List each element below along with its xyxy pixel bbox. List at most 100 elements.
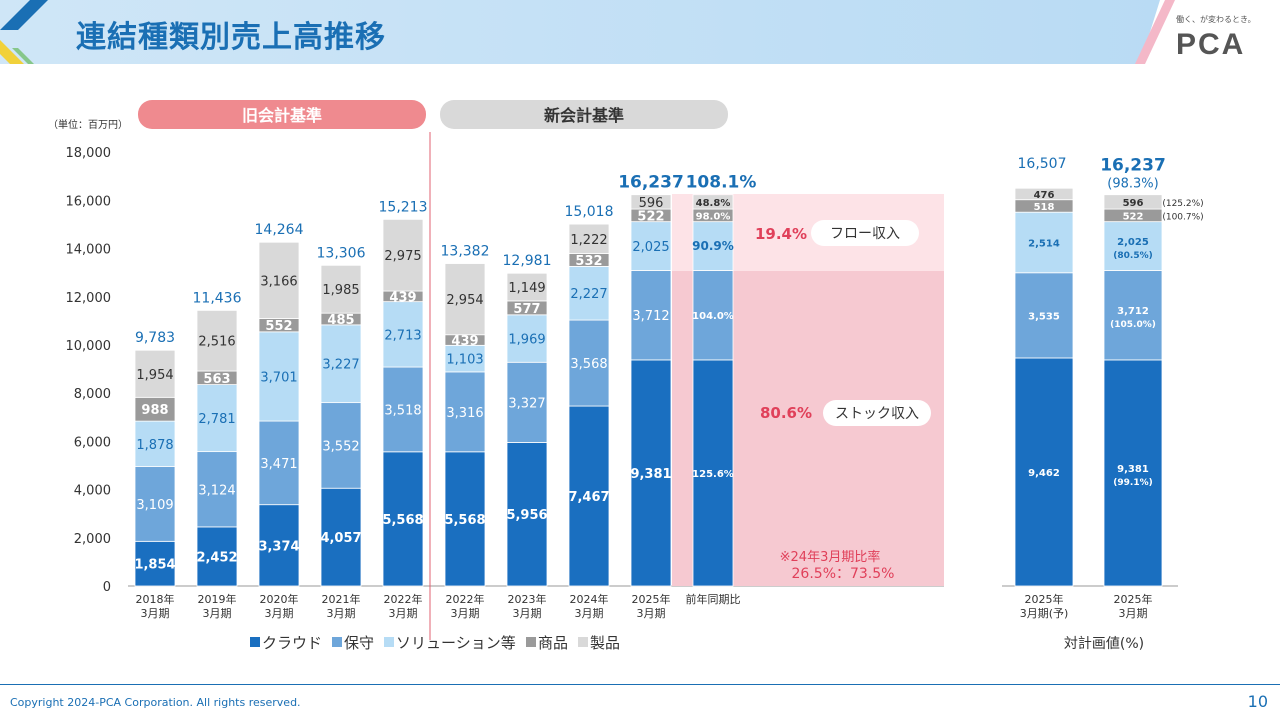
old-standard-label: 旧会計基準 xyxy=(242,106,322,125)
x-tick-label: 2022年 xyxy=(384,592,423,606)
bar-value-label: 1,103 xyxy=(446,353,483,368)
bar-value-label: 1,969 xyxy=(508,333,545,348)
x-tick-label: 3月期 xyxy=(327,607,356,620)
bar-value-label: 563 xyxy=(203,372,230,387)
bar-value-label: 3,109 xyxy=(136,498,173,513)
bar-value-label: 2,025 xyxy=(632,240,669,255)
bar-value-label: 552 xyxy=(265,319,292,334)
bar-value-label: 2,954 xyxy=(446,293,483,308)
brand-logo: PCA xyxy=(1176,28,1246,61)
footer-divider xyxy=(0,684,1280,685)
x-tick-label: 3月期 xyxy=(389,607,418,620)
revenue-chart: （単位：百万円） 0 2,000 4,000 6,000 8,000 10,000 12,00… xyxy=(48,100,1204,652)
bar-segment xyxy=(506,272,548,302)
y-tick-label: 18,000 xyxy=(66,146,112,161)
bar-value-label: 3,518 xyxy=(384,403,421,418)
plan-value-label: 3,535 xyxy=(1028,311,1060,322)
bar-segment xyxy=(382,451,424,587)
plan-pct-label: (105.0%) xyxy=(1110,320,1156,330)
bar-total-label: 11,436 xyxy=(193,290,242,306)
bar-segment xyxy=(320,324,362,404)
plan-total-pct: (98.3%) xyxy=(1107,177,1158,192)
bar-value-label: 5,568 xyxy=(444,513,485,528)
bar-segment xyxy=(134,420,176,467)
bar-value-label: 596 xyxy=(639,196,664,211)
y-tick-label: 6,000 xyxy=(74,435,111,450)
bar-value-label: 2,713 xyxy=(384,328,421,343)
plan-bar-segment xyxy=(1103,194,1163,210)
bar-total-label: 13,306 xyxy=(317,245,366,261)
plan-value-label: 2,514 xyxy=(1028,238,1060,249)
x-tick-label: 2019年 xyxy=(198,592,237,606)
bar-segment xyxy=(134,465,176,542)
legend-label: 保守 xyxy=(344,634,374,652)
bar-value-label: 3,227 xyxy=(322,358,359,373)
legend-swatch xyxy=(250,637,260,647)
x-tick-label: 2018年 xyxy=(136,592,175,606)
plan-value-label: 9,381 xyxy=(1117,464,1149,475)
bar-value-label: 3,568 xyxy=(570,357,607,372)
bar-value-label: 532 xyxy=(575,254,602,269)
bar-total-label: 15,018 xyxy=(565,204,614,220)
bar-value-label: 439 xyxy=(389,290,416,305)
bar-value-label: 3,712 xyxy=(632,309,669,324)
bar-segment xyxy=(382,301,424,368)
plan-pct-label: (100.7%) xyxy=(1162,212,1203,222)
bar-value-label: 9,381 xyxy=(630,467,671,482)
plan-x-tick-label: 3月期(予) xyxy=(1020,607,1069,620)
bar-value-label: 485 xyxy=(327,313,354,328)
bar-value-label: 3,166 xyxy=(260,274,297,289)
yoy-bar-segment xyxy=(692,194,734,210)
bar-segment xyxy=(630,359,672,587)
new-standard-label: 新会計基準 xyxy=(544,106,624,125)
y-tick-label: 16,000 xyxy=(66,194,112,209)
bar-segment xyxy=(506,361,548,443)
plan-value-label: 518 xyxy=(1034,202,1055,213)
bar-segment xyxy=(630,270,672,361)
bar-segment xyxy=(568,223,610,254)
plan-value-label: 522 xyxy=(1123,211,1144,222)
bar-value-label: 1,985 xyxy=(322,283,359,298)
plan-pct-label: (99.1%) xyxy=(1113,478,1152,488)
bar-value-label: 7,467 xyxy=(568,490,609,505)
x-tick-label: 3月期 xyxy=(141,607,170,620)
plan-total-label: 16,507 xyxy=(1018,156,1067,172)
bar-segment xyxy=(258,504,300,587)
plan-value-label: 9,462 xyxy=(1028,468,1060,479)
x-tick-label: 2021年 xyxy=(322,592,361,606)
header-bar: 連結種類別売上高推移 働く、が変わるとき。 PCA xyxy=(0,0,1280,64)
plan-bar-segment xyxy=(1103,221,1163,271)
bar-value-label: 439 xyxy=(451,334,478,349)
y-tick-label: 12,000 xyxy=(66,291,112,306)
bar-segment xyxy=(196,451,238,528)
x-tick-label: 3月期 xyxy=(575,607,604,620)
bar-value-label: 1,222 xyxy=(570,233,607,248)
plan-pct-label: (80.5%) xyxy=(1113,251,1152,261)
unit-label: （単位：百万円） xyxy=(48,118,128,131)
plan-bar-segment xyxy=(1014,187,1074,201)
x-tick-label: 2024年 xyxy=(570,592,609,606)
legend-swatch xyxy=(526,637,536,647)
brand-tagline: 働く、が変わるとき。 xyxy=(1176,15,1256,24)
plan-value-label: 476 xyxy=(1034,190,1055,201)
bar-segment xyxy=(134,540,176,587)
bar-total-label: 15,213 xyxy=(379,199,428,215)
flow-label: フロー収入 xyxy=(830,226,900,242)
x-tick-label: 3月期 xyxy=(203,607,232,620)
legend-swatch xyxy=(332,637,342,647)
yoy-total-label: 108.1% xyxy=(686,173,757,193)
bar-value-label: 3,327 xyxy=(508,396,545,411)
bar-value-label: 522 xyxy=(637,209,664,224)
legend-label: 商品 xyxy=(538,634,568,652)
x-tick-label: 2023年 xyxy=(508,592,547,606)
bar-segment xyxy=(196,526,238,587)
bar-value-label: 988 xyxy=(141,403,168,418)
y-tick-label: 4,000 xyxy=(74,484,111,499)
x-tick-label: 前年同期比 xyxy=(686,592,741,606)
plan-bar-segment xyxy=(1103,270,1163,361)
bar-value-label: 3,124 xyxy=(198,483,235,498)
yoy-value-label: 98.0% xyxy=(696,211,731,222)
bar-value-label: 5,956 xyxy=(506,508,547,523)
bar-segment xyxy=(258,331,300,422)
plan-total-label: 16,237 xyxy=(1100,156,1166,176)
